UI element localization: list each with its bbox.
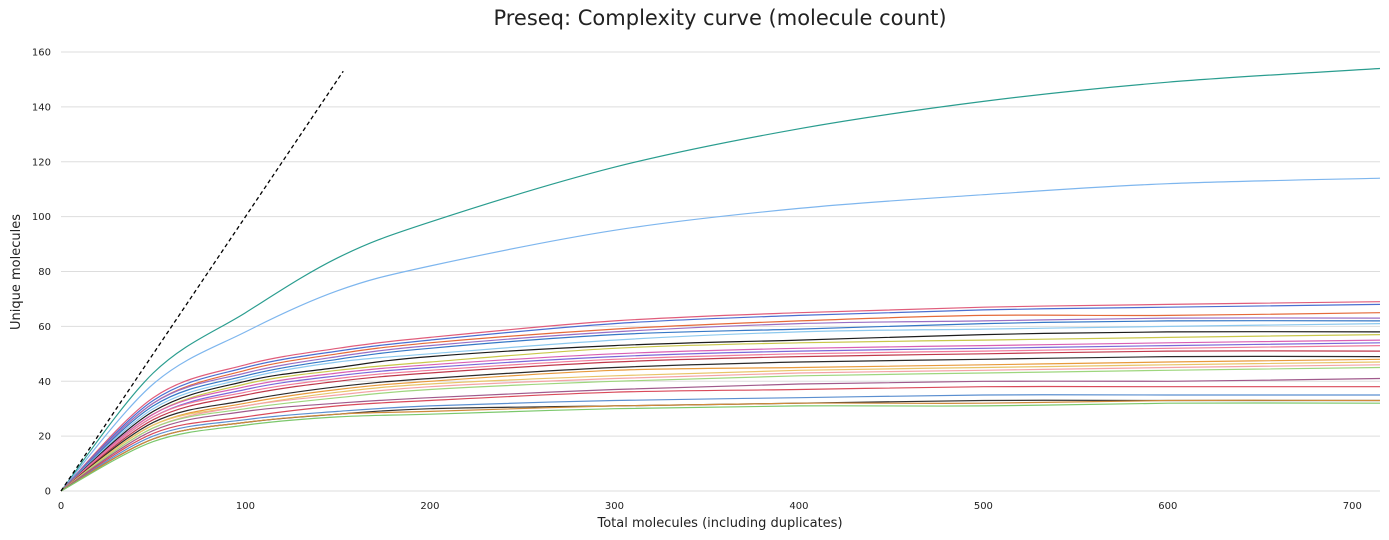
y-tick-labels: 0 20 40 60 80 100 120 140 160 — [32, 48, 51, 498]
reference-diagonal-line — [60, 70, 344, 492]
x-tick-label: 400 — [789, 501, 808, 512]
series-line-16 — [60, 358, 1381, 492]
series-lines — [60, 67, 1381, 492]
series-line-13 — [60, 345, 1381, 492]
series-line-18 — [60, 364, 1381, 492]
series-line-11 — [60, 339, 1381, 492]
series-line-1 — [60, 67, 1381, 492]
x-tick-label: 700 — [1343, 501, 1362, 512]
x-axis-label: Total molecules (including duplicates) — [596, 516, 842, 531]
series-line-7 — [60, 320, 1381, 492]
y-tick-label: 20 — [38, 432, 51, 443]
series-line-3 — [60, 301, 1381, 492]
x-tick-label: 500 — [974, 501, 993, 512]
series-line-22 — [60, 394, 1380, 492]
series-line-23 — [60, 399, 1380, 492]
series-line-20 — [60, 377, 1381, 492]
grid-lines — [61, 51, 1380, 492]
x-tick-label: 300 — [605, 501, 624, 512]
series-line-12 — [60, 342, 1381, 492]
y-axis-label: Unique molecules — [9, 214, 24, 330]
y-tick-label: 80 — [38, 267, 51, 278]
x-tick-label: 0 — [58, 501, 64, 512]
series-line-25 — [60, 402, 1381, 492]
y-tick-label: 160 — [32, 48, 51, 59]
series-line-2 — [60, 177, 1381, 492]
y-tick-label: 40 — [38, 377, 51, 388]
series-line-21 — [60, 385, 1380, 492]
x-tick-labels: 0 100 200 300 400 500 600 700 — [58, 501, 1362, 512]
series-line-10 — [60, 334, 1381, 492]
y-tick-label: 60 — [38, 322, 51, 333]
series-line-15 — [60, 355, 1381, 492]
series-line-6 — [60, 317, 1381, 492]
chart-title: Preseq: Complexity curve (molecule count… — [493, 6, 947, 30]
y-tick-label: 0 — [45, 487, 51, 498]
y-tick-label: 120 — [32, 157, 51, 168]
series-line-24 — [60, 399, 1381, 492]
y-tick-label: 140 — [32, 102, 51, 113]
series-line-14 — [60, 350, 1381, 492]
series-line-9 — [60, 331, 1381, 492]
series-line-4 — [60, 303, 1381, 492]
series-line-8 — [60, 323, 1381, 492]
x-tick-label: 100 — [236, 501, 255, 512]
y-tick-label: 100 — [32, 212, 51, 223]
x-tick-label: 600 — [1158, 501, 1177, 512]
x-tick-label: 200 — [420, 501, 439, 512]
series-line-19 — [60, 366, 1381, 492]
series-line-5 — [60, 312, 1381, 492]
